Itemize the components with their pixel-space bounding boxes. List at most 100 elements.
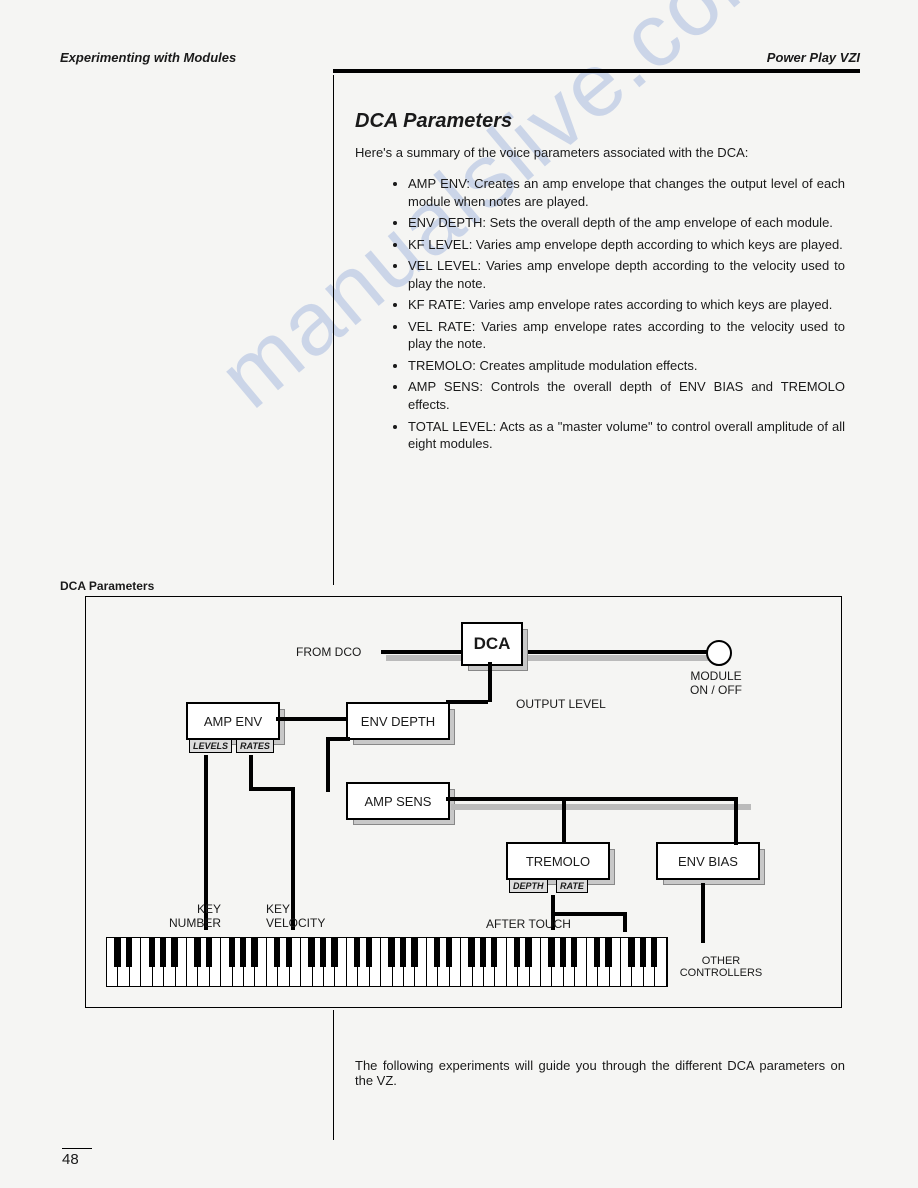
black-key [411, 938, 417, 967]
column-divider-bottom [333, 1010, 334, 1140]
black-key [366, 938, 372, 967]
amp-env-block: AMP ENV [186, 702, 280, 740]
env-bias-block: ENV BIAS [656, 842, 760, 880]
white-key [381, 938, 392, 986]
wire-ampsens-shadow [451, 804, 751, 810]
page-header: Experimenting with Modules Power Play VZ… [60, 50, 860, 67]
bullet-item: KF LEVEL: Varies amp envelope depth acco… [408, 236, 845, 254]
white-key [347, 938, 358, 986]
black-key [229, 938, 235, 967]
bullet-item: TREMOLO: Creates amplitude modulation ef… [408, 357, 845, 375]
section-title: DCA Parameters [355, 110, 512, 133]
tremolo-block: TREMOLO [506, 842, 610, 880]
white-key [301, 938, 312, 986]
output-level-label: OUTPUT LEVEL [516, 697, 606, 711]
black-key [126, 938, 132, 967]
module-onoff-label: MODULE ON / OFF [671, 669, 761, 697]
amp-sens-block: AMP SENS [346, 782, 450, 820]
white-key [507, 938, 518, 986]
black-key [480, 938, 486, 967]
white-key [141, 938, 152, 986]
bullet-list: AMP ENV: Creates an amp envelope that ch… [390, 175, 845, 457]
black-key [560, 938, 566, 967]
wire-ampenv-envdepth [276, 717, 346, 721]
other-ctrl-1: OTHER [702, 955, 741, 967]
module-onoff-node [706, 640, 732, 666]
page-number: 48 [62, 1148, 92, 1168]
black-key [594, 938, 600, 967]
black-key [320, 938, 326, 967]
black-key [468, 938, 474, 967]
black-key [525, 938, 531, 967]
sidebar-label: DCA Parameters [60, 579, 154, 593]
white-key [187, 938, 198, 986]
after-touch-label: AFTER TOUCH [486, 917, 571, 931]
key-number-2: NUMBER [169, 916, 221, 930]
key-number-label: KEY NUMBER [161, 902, 221, 930]
white-key [427, 938, 438, 986]
white-key [621, 938, 632, 986]
rate-tab: RATE [556, 879, 588, 893]
black-key [605, 938, 611, 967]
black-key [160, 938, 166, 967]
wire-envbias-down [701, 883, 705, 943]
bullet-item: AMP ENV: Creates an amp envelope that ch… [408, 175, 845, 210]
wire-tremolo-after-h [551, 912, 626, 916]
dca-diagram: FROM DCO DCA MODULE ON / OFF OUTPUT LEVE… [86, 597, 841, 1007]
depth-tab: DEPTH [509, 879, 548, 893]
black-key [251, 938, 257, 967]
diagram-frame: FROM DCO DCA MODULE ON / OFF OUTPUT LEVE… [85, 596, 842, 1008]
wire-rates-h [249, 787, 294, 791]
black-key [491, 938, 497, 967]
black-key [354, 938, 360, 967]
black-key [446, 938, 452, 967]
black-key [388, 938, 394, 967]
black-key [206, 938, 212, 967]
footer-paragraph: The following experiments will guide you… [355, 1058, 845, 1088]
bullet-item: ENV DEPTH: Sets the overall depth of the… [408, 214, 845, 232]
bullet-item: TOTAL LEVEL: Acts as a "master volume" t… [408, 418, 845, 453]
black-key [640, 938, 646, 967]
black-key [434, 938, 440, 967]
wire-envdepth-ampsens-h [326, 737, 350, 741]
black-key [114, 938, 120, 967]
wire-envdepth-dca-h [446, 700, 488, 704]
env-depth-block: ENV DEPTH [346, 702, 450, 740]
module-label-1: MODULE [690, 669, 741, 683]
black-key [514, 938, 520, 967]
bullet-item: KF RATE: Varies amp envelope rates accor… [408, 296, 845, 314]
bullet-item: VEL LEVEL: Varies amp envelope depth acc… [408, 257, 845, 292]
black-key [548, 938, 554, 967]
other-controllers-label: OTHER CONTROLLERS [671, 955, 771, 979]
key-velocity-label: KEY VELOCITY [266, 902, 325, 930]
bullet-item: AMP SENS: Controls the overall depth of … [408, 378, 845, 413]
black-key [194, 938, 200, 967]
column-divider-top [333, 75, 334, 585]
intro-paragraph: Here's a summary of the voice parameters… [355, 145, 845, 160]
black-key [274, 938, 280, 967]
key-number-1: KEY [197, 902, 221, 916]
wire-dco-dca [381, 650, 461, 654]
wire-ampsens-envbias-h [562, 797, 738, 801]
keyboard-graphic [106, 937, 668, 987]
black-key [149, 938, 155, 967]
white-key [267, 938, 278, 986]
header-left: Experimenting with Modules [60, 50, 236, 65]
white-key [541, 938, 552, 986]
bullet-item: VEL RATE: Varies amp envelope rates acco… [408, 318, 845, 353]
black-key [628, 938, 634, 967]
black-key [171, 938, 177, 967]
wire-ampsens-right [446, 797, 566, 801]
black-key [571, 938, 577, 967]
other-ctrl-2: CONTROLLERS [680, 967, 763, 979]
wire-after-down [623, 912, 627, 932]
dca-block: DCA [461, 622, 523, 666]
wire-dca-node [516, 650, 711, 654]
wire-envbias-v [734, 797, 738, 845]
black-key [331, 938, 337, 967]
module-label-2: ON / OFF [690, 683, 742, 697]
black-key [240, 938, 246, 967]
header-right: Power Play VZI [767, 50, 860, 65]
from-dco-label: FROM DCO [296, 645, 361, 659]
key-velocity-2: VELOCITY [266, 916, 325, 930]
